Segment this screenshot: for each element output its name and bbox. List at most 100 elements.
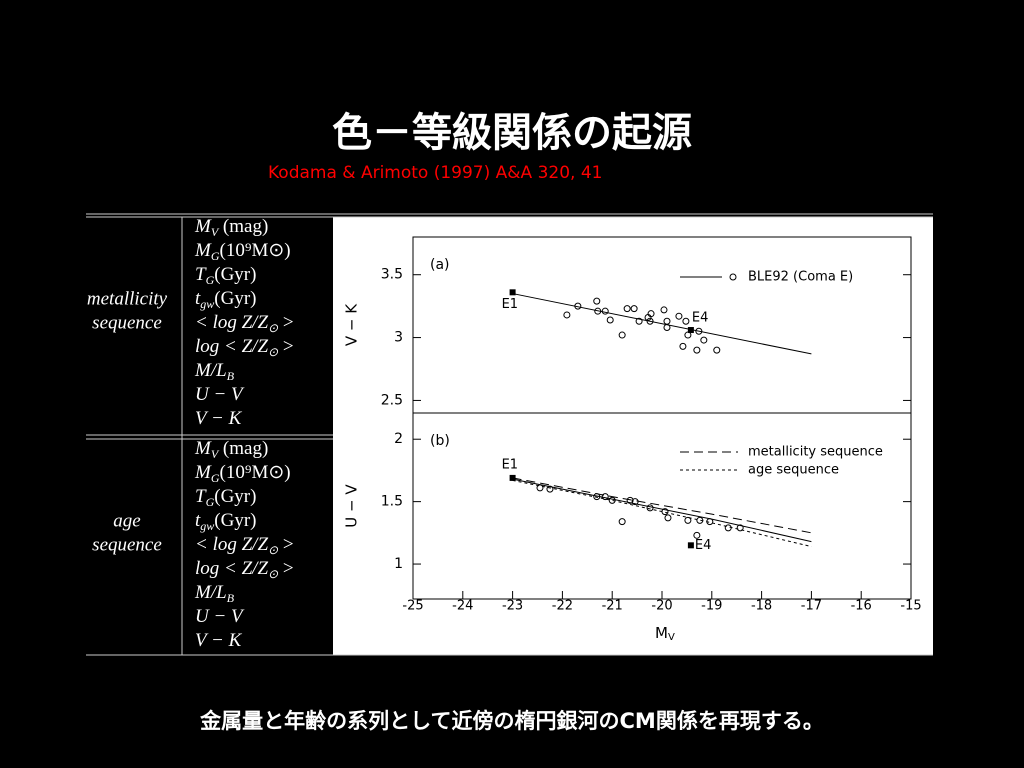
row-symbol: M/L [194,360,227,381]
data-point [646,504,654,512]
row-symbol: U − V [195,384,245,405]
y-tick-label: 3.5 [381,267,403,283]
row-label: V − K [195,408,243,429]
model-line [512,478,812,543]
highlight-point [687,327,694,334]
row-label: tgw(Gyr) [195,288,257,310]
point-label: E1 [502,297,518,312]
row-symbol: M/L [194,582,227,603]
data-point [563,311,571,319]
y-tick-label: 2.5 [381,392,403,408]
x-tick-label: -24 [452,599,473,614]
legend-label: age sequence [748,463,839,478]
data-point [682,317,690,325]
row-label: tgw(Gyr) [195,510,257,532]
row-symbol: M [194,438,212,459]
row-symbol: log < Z/Z [195,336,268,357]
data-point [608,496,616,504]
y-tick-label: 1 [394,556,403,572]
row-symbol: M [194,216,212,237]
row-symbol: T [195,264,207,285]
point-label: E1 [502,457,518,472]
row-subscript: V [211,447,220,461]
row-unit: (mag) [218,216,268,237]
row-symbol: V − K [195,408,243,429]
model-line [512,477,812,534]
row-symbol: < log Z/Z [195,312,268,333]
panel-label: (b) [430,433,450,449]
row-label: MG(10⁹M⊙) [194,240,291,262]
data-point [736,524,744,532]
row-subscript: G [206,273,215,287]
row-subscript: G [206,495,215,509]
data-point [635,317,643,325]
y-tick-label: 3 [394,330,403,346]
row-label: < log Z/Z⊙ > [195,312,294,334]
group-label: age [113,510,140,531]
x-tick-label: -18 [751,599,772,614]
data-point [684,516,692,524]
point-label: E4 [692,311,709,326]
row-symbol: < log Z/Z [195,534,268,555]
row-label: M/LB [194,360,235,382]
legend-label: metallicity sequence [748,445,883,460]
row-symbol: V − K [195,630,243,651]
row-subscript: ⊙ [268,321,279,335]
data-point [675,312,683,320]
row-unit: (10⁹M⊙) [220,462,291,483]
data-point [693,346,701,354]
data-point [623,305,631,313]
footer-caption: 金属量と年齢の系列として近傍の楕円銀河のCM関係を再現する。 [200,709,824,733]
x-tick-label: -19 [701,599,722,614]
row-symbol: T [195,486,207,507]
panel-label: (a) [430,257,450,273]
row-unit: (mag) [218,438,268,459]
y-axis-label: V − K [343,303,361,346]
row-unit: (Gyr) [214,288,256,309]
row-label: M/LB [194,582,235,604]
point-label: E4 [695,538,712,553]
row-subscript: ⊙ [268,345,279,359]
row-subscript: V [211,225,220,239]
x-tick-label: -15 [900,599,921,614]
row-label: log < Z/Z⊙ > [195,558,294,580]
highlight-point [687,542,694,549]
data-point [630,305,638,313]
row-symbol: log < Z/Z [195,558,268,579]
x-tick-label: -25 [402,599,423,614]
x-tick-label: -23 [502,599,523,614]
row-unit: (10⁹M⊙) [220,240,291,261]
x-axis-subscript: V [668,632,675,643]
data-point [618,331,626,339]
group-label: metallicity [87,288,168,309]
legend-label: BLE92 (Coma E) [748,270,853,285]
row-unit: > [278,558,293,579]
row-symbol: U − V [195,606,245,627]
data-point [679,342,687,350]
row-label: U − V [195,606,245,627]
data-point [647,310,655,318]
row-subscript: ⊙ [268,567,279,581]
row-symbol: M [194,240,212,261]
x-axis-label: MV [655,624,675,644]
row-label: U − V [195,384,245,405]
row-symbol: t [195,510,201,531]
legend-marker [729,273,737,281]
row-subscript: gw [200,519,214,533]
row-unit: (Gyr) [214,264,256,285]
row-subscript: G [211,249,220,263]
data-point [700,336,708,344]
y-tick-label: 2 [394,431,403,447]
row-subscript: gw [200,297,214,311]
x-tick-label: -21 [602,599,623,614]
highlight-point [509,474,516,481]
chart-background [333,217,933,655]
row-subscript: ⊙ [268,543,279,557]
data-point [713,346,721,354]
highlight-point [509,289,516,296]
row-label: TG(Gyr) [195,264,256,286]
table-rules [86,213,933,656]
row-unit: (Gyr) [214,486,256,507]
row-subscript: G [211,471,220,485]
